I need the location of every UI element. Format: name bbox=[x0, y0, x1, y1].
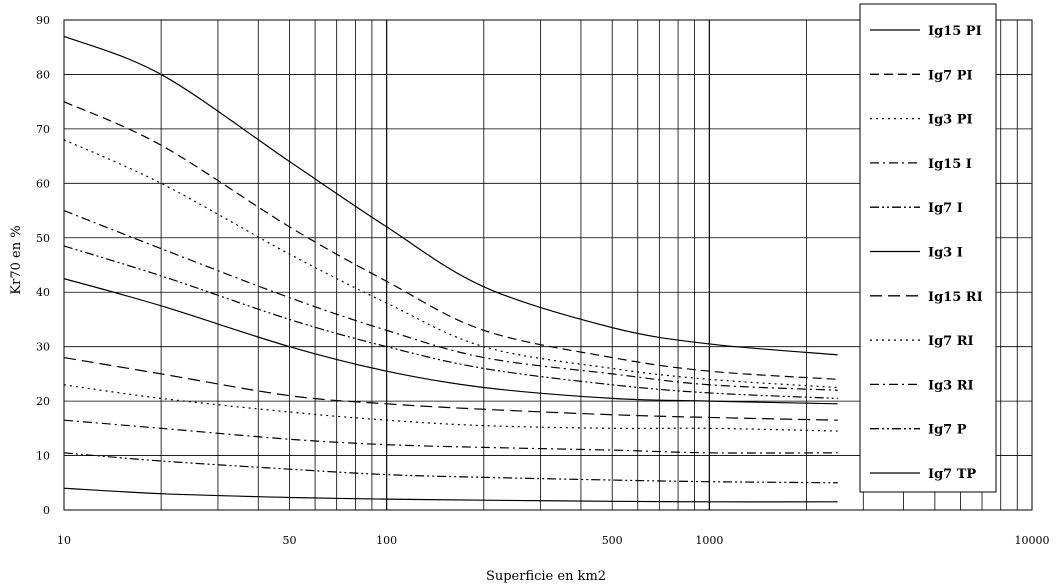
legend-item: Ig3 PI bbox=[870, 113, 973, 128]
series-line bbox=[63, 452, 838, 484]
y-tick-label: 20 bbox=[36, 395, 50, 408]
legend-box bbox=[859, 3, 997, 493]
series-line bbox=[63, 419, 838, 454]
y-tick-label: 10 bbox=[36, 450, 50, 463]
x-axis-title: Superficie en km2 bbox=[486, 569, 606, 584]
legend-label: Ig3 I bbox=[928, 246, 963, 261]
legend-label: Ig7 TP bbox=[928, 467, 976, 482]
legend-item: Ig7 TP bbox=[870, 467, 976, 482]
series-lines bbox=[63, 35, 838, 503]
y-axis-title: Kr70 en % bbox=[9, 225, 24, 294]
x-tick-label: 50 bbox=[283, 534, 297, 547]
series-line bbox=[63, 35, 838, 356]
legend-item: Ig7 PI bbox=[870, 68, 973, 83]
series-line bbox=[63, 139, 838, 389]
legend-label: Ig15 RI bbox=[928, 290, 983, 305]
legend-label: Ig3 RI bbox=[928, 378, 974, 393]
series-line bbox=[63, 209, 838, 391]
legend: Ig15 PI Ig7 PI Ig3 PI Ig15 I Ig7 I Ig3 I Ig15 … bbox=[859, 3, 997, 493]
legend-item: Ig15 RI bbox=[870, 290, 983, 305]
y-tick-label: 50 bbox=[36, 232, 50, 245]
x-tick-label: 1000 bbox=[695, 534, 723, 547]
legend-item: Ig3 I bbox=[870, 246, 963, 261]
legend-label: Ig7 P bbox=[928, 423, 967, 438]
legend-label: Ig15 I bbox=[928, 157, 972, 172]
y-tick-label: 60 bbox=[36, 177, 50, 190]
legend-label: Ig7 I bbox=[928, 201, 963, 216]
legend-label: Ig7 RI bbox=[928, 334, 974, 349]
y-tick-label: 0 bbox=[43, 504, 50, 517]
legend-item: Ig7 RI bbox=[870, 334, 974, 349]
y-tick-label: 40 bbox=[36, 286, 50, 299]
legend-item: Ig7 I bbox=[870, 201, 963, 216]
series-line bbox=[63, 101, 838, 380]
legend-item: Ig15 PI bbox=[870, 24, 982, 39]
series-line bbox=[63, 245, 838, 399]
legend-item: Ig3 RI bbox=[870, 378, 974, 393]
series-line bbox=[63, 384, 838, 432]
tick-labels: 0 10 20 30 40 50 60 70 80 90 10 50 100 500 1000 10000 bbox=[36, 14, 1050, 547]
y-tick-label: 70 bbox=[36, 123, 50, 136]
y-tick-label: 90 bbox=[36, 14, 50, 27]
y-tick-label: 80 bbox=[36, 68, 50, 81]
x-tick-label: 500 bbox=[602, 534, 623, 547]
legend-label: Ig7 PI bbox=[928, 68, 973, 83]
legend-item: Ig15 I bbox=[870, 157, 972, 172]
series-line bbox=[63, 278, 838, 405]
x-tick-label: 10 bbox=[57, 534, 71, 547]
series-line bbox=[63, 487, 838, 503]
x-tick-label: 100 bbox=[376, 534, 397, 547]
legend-label: Ig3 PI bbox=[928, 113, 973, 128]
plot-frame bbox=[63, 19, 1033, 511]
x-tick-label: 10000 bbox=[1015, 534, 1050, 547]
legend-label: Ig15 PI bbox=[928, 24, 982, 39]
series-line bbox=[63, 356, 838, 421]
y-tick-label: 30 bbox=[36, 341, 50, 354]
legend-item: Ig7 P bbox=[870, 423, 967, 438]
